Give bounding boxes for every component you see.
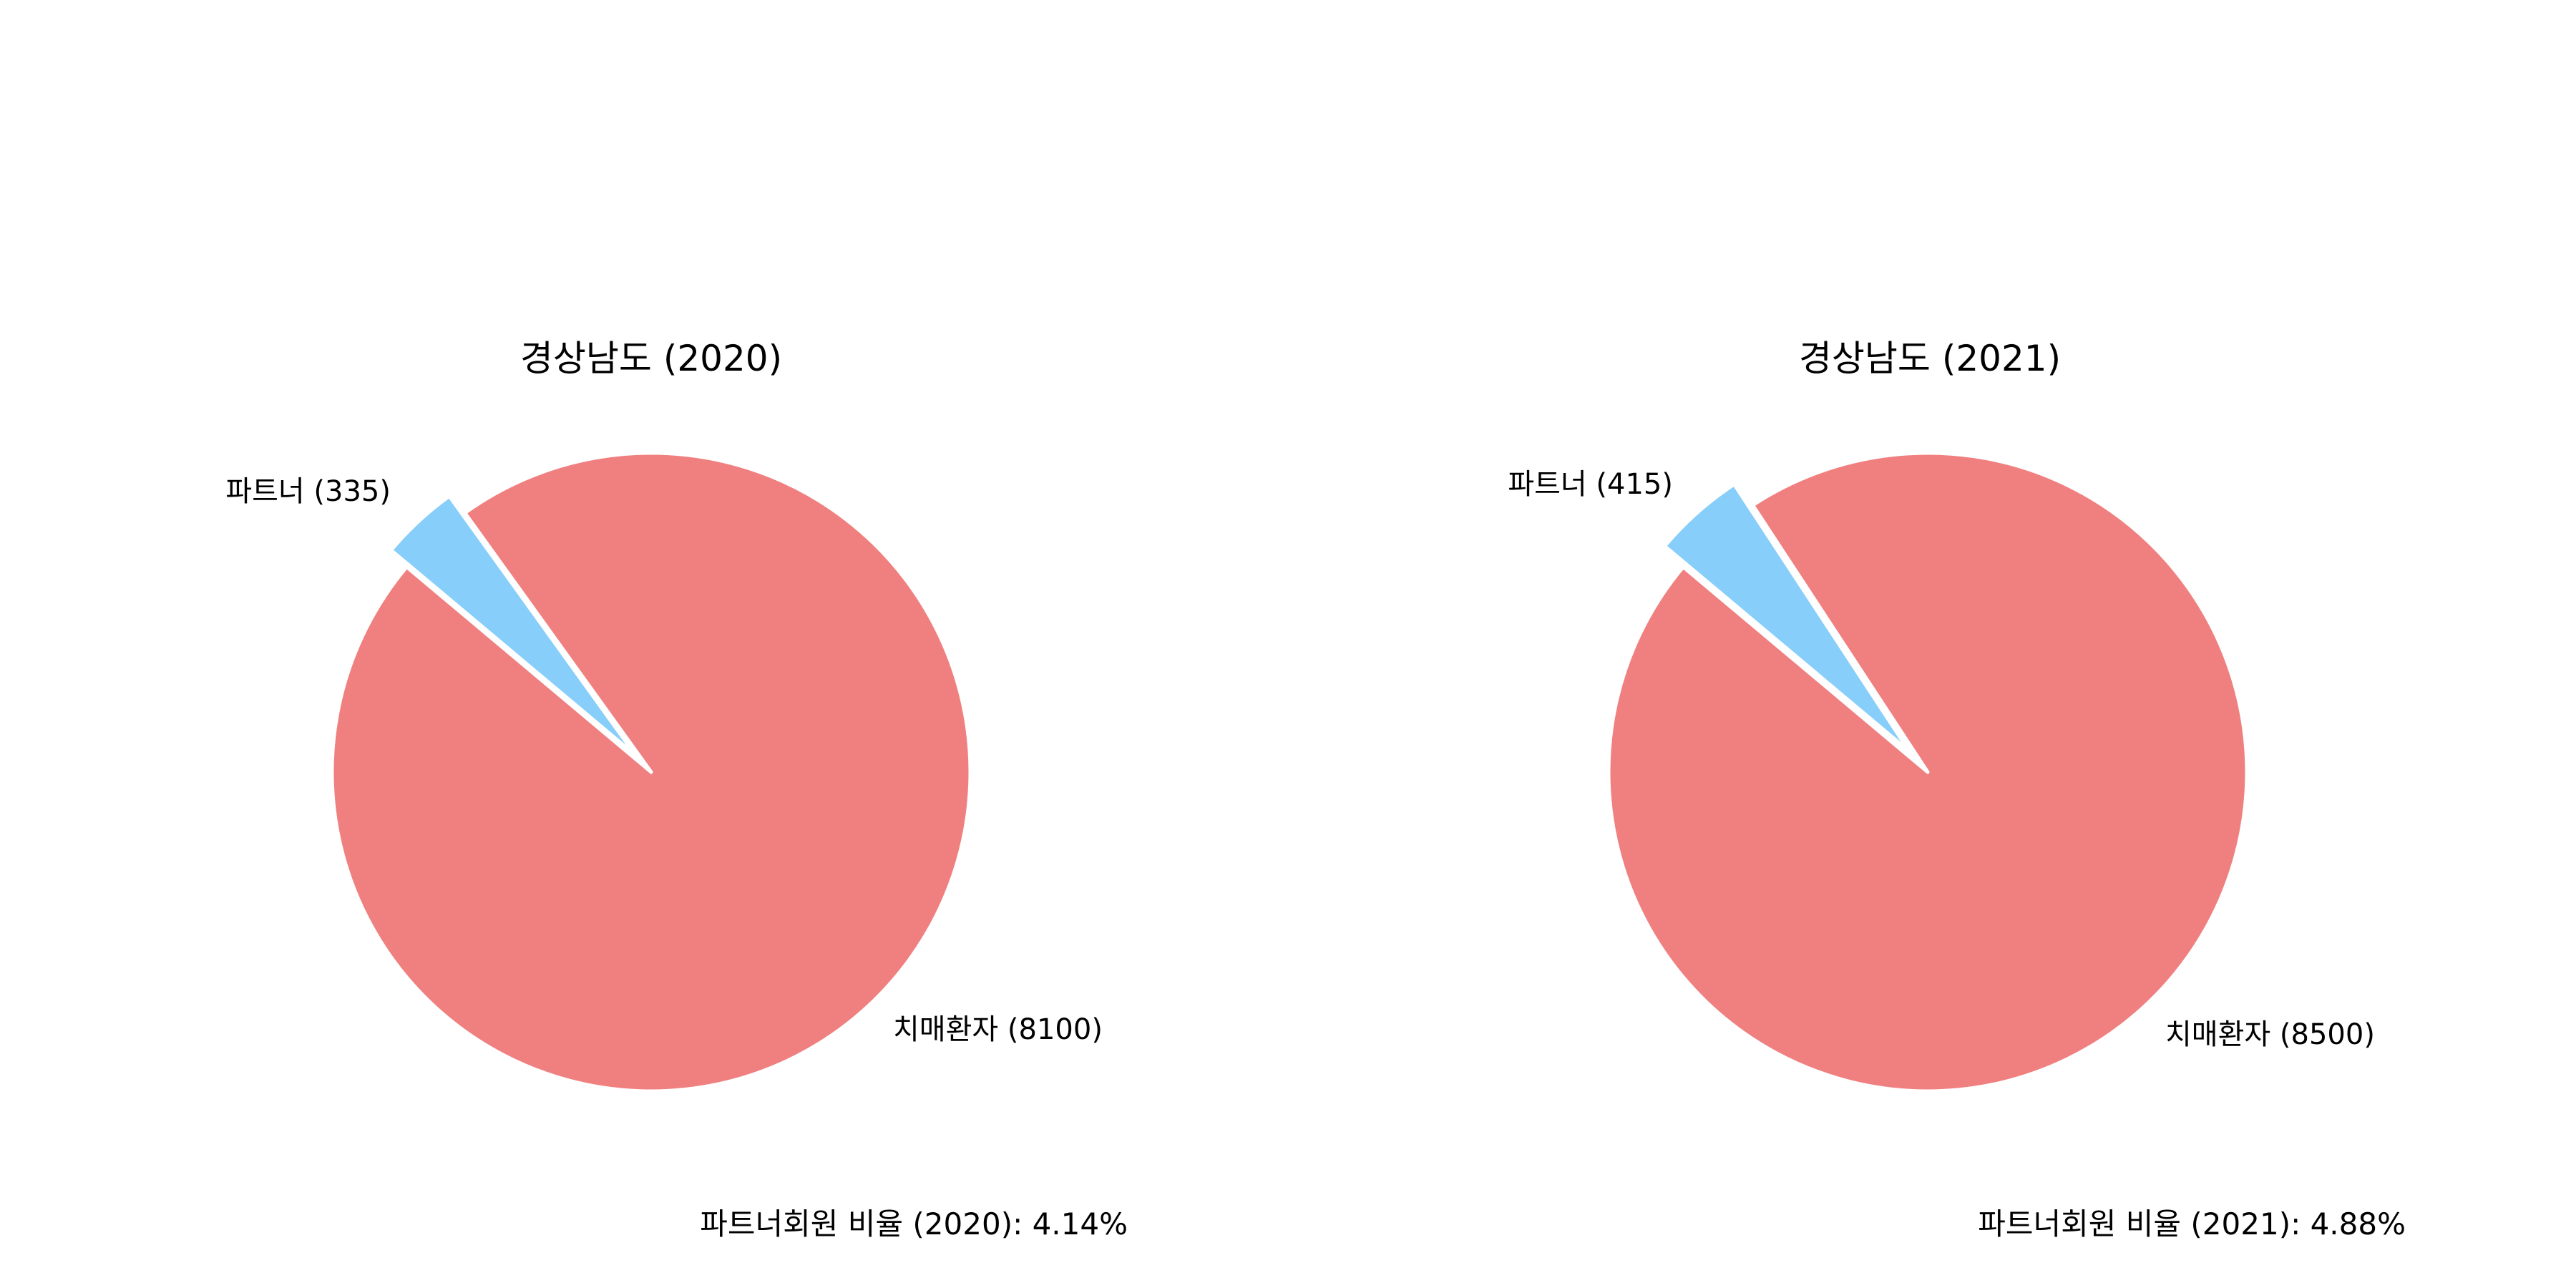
pie-panel-2021: 경상남도 (2021) 치매환자 (8500) 파트너 (415) 파트너회원 … <box>1508 338 2406 1241</box>
slice-partners-2020 <box>389 494 638 758</box>
partner-ratio-2020: 파트너회원 비율 (2020): 4.14% <box>700 1206 1128 1241</box>
partner-ratio-2021: 파트너회원 비율 (2021): 4.88% <box>1978 1206 2406 1241</box>
slice-label-patients-2020: 치매환자 (8100) <box>893 1013 1103 1046</box>
slice-partners-2021 <box>1662 482 1911 753</box>
slice-patients-2020 <box>330 451 972 1093</box>
pie-title-2021: 경상남도 (2021) <box>1799 338 2061 379</box>
slice-label-partners-2021: 파트너 (415) <box>1508 468 1673 501</box>
slice-patients-2021 <box>1606 451 2249 1093</box>
pie-title-2020: 경상남도 (2020) <box>520 338 782 379</box>
slice-label-patients-2021: 치매환자 (8500) <box>2165 1018 2375 1051</box>
pie-slices-2020 <box>330 451 972 1093</box>
pie-panel-2020: 경상남도 (2020) 치매환자 (8100) 파트너 (335) 파트너회원 … <box>225 338 1128 1241</box>
pie-slices-2021 <box>1606 451 2249 1093</box>
slice-label-partners-2020: 파트너 (335) <box>225 475 391 508</box>
